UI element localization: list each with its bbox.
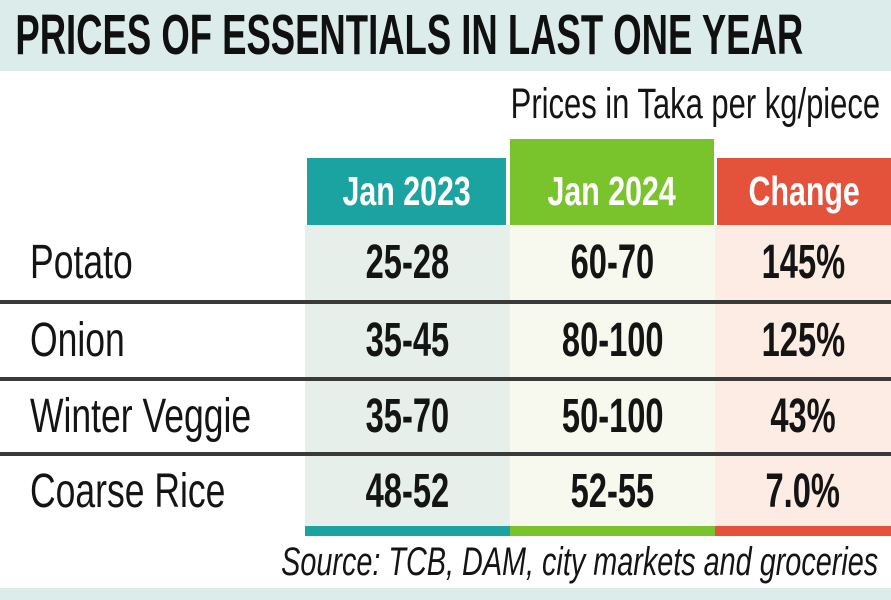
footer-bar-spacer xyxy=(0,526,305,536)
subtitle-row: Prices in Taka per kg/piece xyxy=(0,71,880,137)
value-change: 145% xyxy=(761,236,845,289)
value-cell-jan-2023: 35-70 xyxy=(305,381,510,452)
row-label-cell: Coarse Rice xyxy=(0,456,305,526)
source-row: Source: TCB, DAM, city markets and groce… xyxy=(0,538,878,586)
value-jan-2024: 60-70 xyxy=(570,236,655,289)
row-divider xyxy=(0,300,891,304)
value-change: 7.0% xyxy=(765,464,841,518)
bottom-decorative-strip xyxy=(0,588,891,600)
table-row-potato: Potato 25-28 60-70 145% xyxy=(0,225,891,300)
value-cell-change: 7.0% xyxy=(715,456,891,526)
value-cell-jan-2023: 25-28 xyxy=(305,225,510,300)
value-jan-2024: 52-55 xyxy=(570,464,655,518)
price-table: Potato 25-28 60-70 145% Onion 35-45 80-1… xyxy=(0,225,891,536)
value-cell-jan-2024: 80-100 xyxy=(510,304,715,377)
value-jan-2024: 50-100 xyxy=(561,390,664,443)
value-jan-2023: 35-45 xyxy=(365,314,450,367)
value-jan-2023: 48-52 xyxy=(365,464,450,518)
value-cell-change: 145% xyxy=(715,225,891,300)
row-label-cell: Onion xyxy=(0,304,305,377)
table-row-coarse-rice: Coarse Rice 48-52 52-55 7.0% xyxy=(0,456,891,526)
value-cell-change: 125% xyxy=(715,304,891,377)
row-label: Coarse Rice xyxy=(30,464,226,518)
value-jan-2024: 80-100 xyxy=(561,314,664,367)
row-label: Onion xyxy=(30,314,125,367)
column-header-jan-2024-label: Jan 2024 xyxy=(547,168,677,214)
page-title: PRICES OF ESSENTIALS IN LAST ONE YEAR xyxy=(15,3,804,67)
value-jan-2023: 35-70 xyxy=(365,390,450,443)
column-header-jan-2023: Jan 2023 xyxy=(307,158,506,225)
value-cell-jan-2023: 48-52 xyxy=(305,456,510,526)
row-label-cell: Winter Veggie xyxy=(0,381,305,452)
column-header-change: Change xyxy=(717,158,891,225)
table-row-onion: Onion 35-45 80-100 125% xyxy=(0,304,891,377)
value-cell-jan-2023: 35-45 xyxy=(305,304,510,377)
footer-bar-change xyxy=(715,526,891,536)
units-subtitle: Prices in Taka per kg/piece xyxy=(510,79,880,128)
table-footer-bars xyxy=(0,526,891,536)
value-cell-change: 43% xyxy=(715,381,891,452)
title-banner: PRICES OF ESSENTIALS IN LAST ONE YEAR xyxy=(0,0,891,71)
row-label-cell: Potato xyxy=(0,225,305,300)
value-cell-jan-2024: 50-100 xyxy=(510,381,715,452)
row-label: Winter Veggie xyxy=(30,390,252,443)
column-header-jan-2023-label: Jan 2023 xyxy=(342,168,471,214)
footer-bar-jan-2023 xyxy=(305,526,510,536)
source-text: Source: TCB, DAM, city markets and groce… xyxy=(281,539,878,584)
row-label: Potato xyxy=(30,236,133,289)
row-divider xyxy=(0,452,891,456)
row-divider xyxy=(0,377,891,381)
value-change: 125% xyxy=(761,314,845,367)
footer-bar-jan-2024 xyxy=(510,526,715,536)
value-cell-jan-2024: 52-55 xyxy=(510,456,715,526)
table-row-winter-veggie: Winter Veggie 35-70 50-100 43% xyxy=(0,381,891,452)
column-header-jan-2024: Jan 2024 xyxy=(510,139,714,225)
value-change: 43% xyxy=(770,390,836,443)
value-cell-jan-2024: 60-70 xyxy=(510,225,715,300)
column-header-change-label: Change xyxy=(748,168,860,214)
value-jan-2023: 25-28 xyxy=(365,236,450,289)
